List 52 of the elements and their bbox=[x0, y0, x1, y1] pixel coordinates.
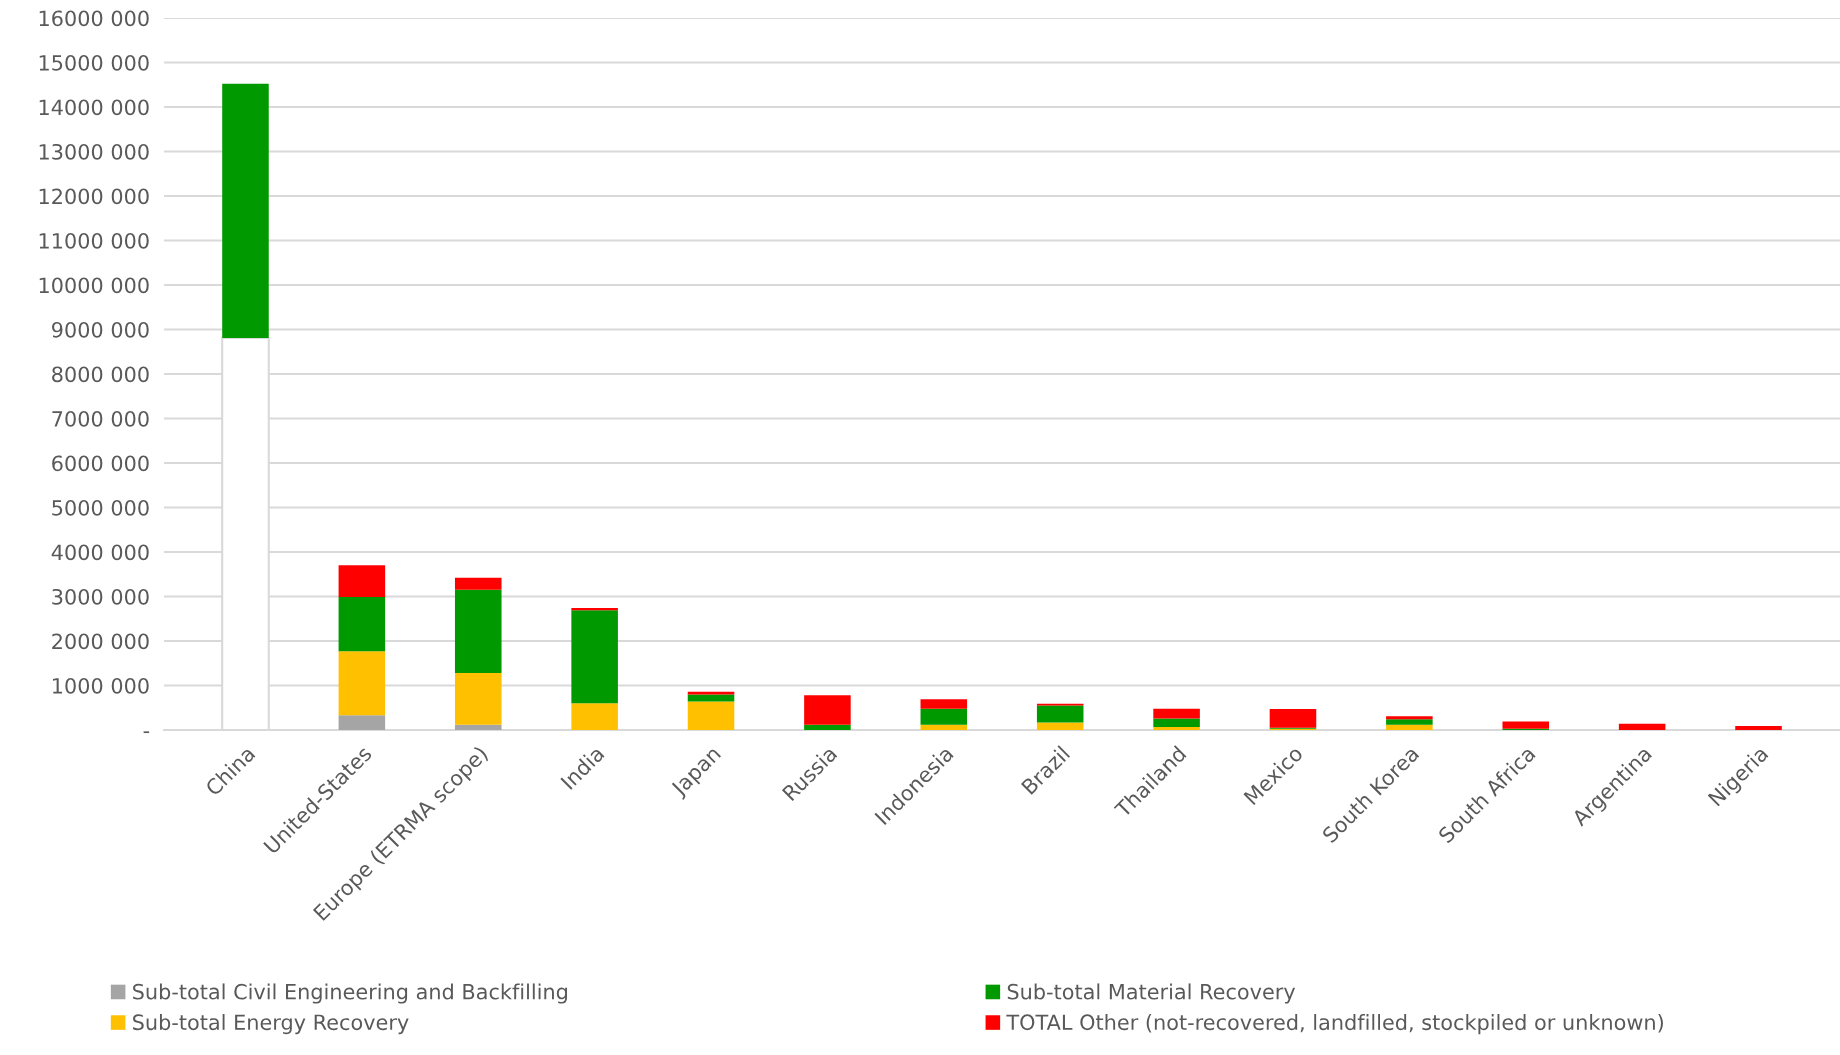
bar bbox=[1386, 724, 1433, 730]
legend-label: Sub-total Energy Recovery bbox=[133, 1014, 409, 1035]
bar bbox=[571, 610, 618, 704]
y-tick-label: 15000 000 bbox=[39, 54, 149, 71]
y-tick-label: 10000 000 bbox=[39, 277, 149, 294]
bar bbox=[1153, 708, 1200, 719]
bar bbox=[222, 83, 269, 338]
bar bbox=[1735, 726, 1782, 730]
bar bbox=[571, 608, 618, 611]
bar bbox=[1036, 722, 1084, 730]
bar bbox=[454, 589, 502, 674]
bar bbox=[454, 577, 502, 590]
bar bbox=[920, 699, 968, 709]
y-tick-label: 11000 000 bbox=[39, 232, 149, 249]
bar bbox=[804, 695, 851, 725]
bar bbox=[338, 715, 386, 730]
bar bbox=[920, 724, 968, 730]
legend-label: Sub-total Material Recovery bbox=[1007, 983, 1296, 1004]
y-tick-label: - bbox=[143, 731, 150, 734]
bar bbox=[687, 701, 735, 730]
y-tick-label: 12000 000 bbox=[39, 188, 149, 205]
bar bbox=[1153, 718, 1200, 727]
y-tick-label: 4000 000 bbox=[51, 544, 149, 561]
y-tick-label: 9000 000 bbox=[52, 321, 149, 338]
bar bbox=[338, 651, 386, 716]
y-tick-label: 5000 000 bbox=[52, 499, 149, 516]
legend-label: Sub-total Civil Engineering and Backfilling bbox=[133, 983, 567, 1004]
y-tick-label: 14000 000 bbox=[39, 99, 149, 116]
bar bbox=[454, 724, 502, 730]
bar bbox=[804, 724, 851, 730]
y-tick-label: 7000 000 bbox=[52, 410, 149, 427]
y-tick-label: 6000 000 bbox=[52, 455, 149, 472]
bar bbox=[1386, 716, 1433, 720]
y-tick-label: 16000 000 bbox=[39, 10, 149, 27]
bar bbox=[687, 694, 735, 702]
bar bbox=[1502, 721, 1550, 729]
bar bbox=[920, 708, 968, 725]
legend-label: TOTAL Other (not-recovered, landfilled, stockpiled or unknown) bbox=[1006, 1014, 1663, 1035]
y-tick-label: 1000 000 bbox=[52, 677, 149, 694]
y-tick-label: 2000 000 bbox=[52, 633, 149, 650]
bar bbox=[1153, 726, 1200, 730]
bar bbox=[338, 596, 386, 652]
bar bbox=[1386, 719, 1433, 725]
y-tick-label: 13000 000 bbox=[39, 143, 149, 160]
y-tick-label: 3000 000 bbox=[52, 588, 149, 605]
bar bbox=[1269, 709, 1317, 728]
bar bbox=[571, 703, 618, 730]
bar bbox=[454, 673, 502, 725]
bar bbox=[1036, 705, 1084, 723]
y-tick-label: 8000 000 bbox=[52, 366, 149, 383]
bar bbox=[338, 565, 386, 597]
bar bbox=[1618, 723, 1666, 730]
